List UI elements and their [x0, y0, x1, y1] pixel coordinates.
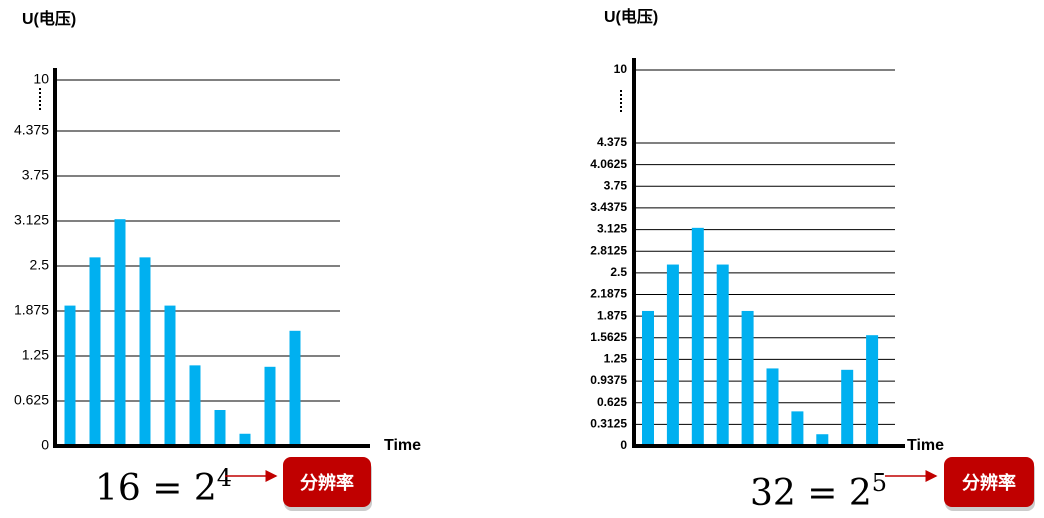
bar [741, 310, 754, 446]
formula-exponent: 5 [872, 469, 887, 497]
y-tick-label: 0.625 [597, 395, 627, 409]
bar [64, 305, 76, 446]
y-tick-label: 1.25 [22, 347, 49, 363]
y-tick-label: 10 [33, 71, 49, 87]
y-tick-label: 3.75 [604, 178, 628, 192]
bar [691, 227, 704, 446]
bar [816, 434, 829, 446]
y-tick-label: 3.75 [22, 167, 49, 183]
y-tick-label: 4.0625 [590, 157, 627, 171]
formula: 32 = 25 [750, 469, 887, 514]
button[interactable] [944, 457, 1034, 507]
y-tick-label: 3.125 [597, 222, 627, 236]
bar [189, 365, 201, 446]
y-tick-label: 2.8125 [590, 243, 627, 257]
y-tick-label: 3.4375 [590, 200, 627, 214]
formula: 16 = 24 [95, 464, 232, 509]
formula-base: 32 = 2 [750, 473, 872, 514]
bar [214, 410, 226, 446]
bar [289, 330, 301, 446]
y-axis-label: U(电压) [604, 7, 658, 26]
button[interactable] [283, 457, 371, 507]
bar [264, 366, 276, 446]
y-tick-label: 0.3125 [590, 417, 627, 431]
bar [164, 305, 176, 446]
button-label[interactable]: 分辨率 [300, 472, 354, 493]
y-tick-label: 1.875 [14, 302, 49, 318]
bar [239, 433, 251, 446]
y-tick-label: 2.5 [30, 257, 50, 273]
y-tick-label: 0.625 [14, 392, 49, 408]
y-tick-label: 1.875 [597, 308, 627, 322]
y-tick-label: 3.125 [14, 212, 49, 228]
bar [89, 257, 101, 446]
formula-base: 16 = 2 [95, 468, 217, 509]
bar [791, 411, 804, 446]
bar [139, 257, 151, 446]
x-axis-label: Time [384, 437, 421, 454]
y-tick-label: 0 [620, 438, 627, 452]
y-tick-label: 0.9375 [590, 373, 627, 387]
bar [866, 335, 879, 446]
y-tick-label: 10 [614, 62, 628, 76]
button-label[interactable]: 分辨率 [962, 472, 1016, 493]
y-tick-label: 2.1875 [590, 287, 627, 301]
x-axis-label: Time [907, 437, 944, 454]
y-tick-label: 1.5625 [590, 330, 627, 344]
bar [114, 219, 126, 446]
y-tick-label: 4.375 [14, 122, 49, 138]
y-tick-label: 0 [41, 437, 49, 453]
bar [666, 264, 679, 446]
bar [841, 369, 854, 446]
formula-exponent: 4 [217, 464, 232, 492]
bar [642, 310, 654, 446]
bar [716, 264, 729, 446]
y-tick-label: 2.5 [610, 265, 627, 279]
y-tick-label: 4.375 [597, 135, 627, 149]
bar [766, 368, 779, 446]
y-tick-label: 1.25 [604, 352, 628, 366]
y-axis-label: U(电压) [22, 9, 76, 28]
